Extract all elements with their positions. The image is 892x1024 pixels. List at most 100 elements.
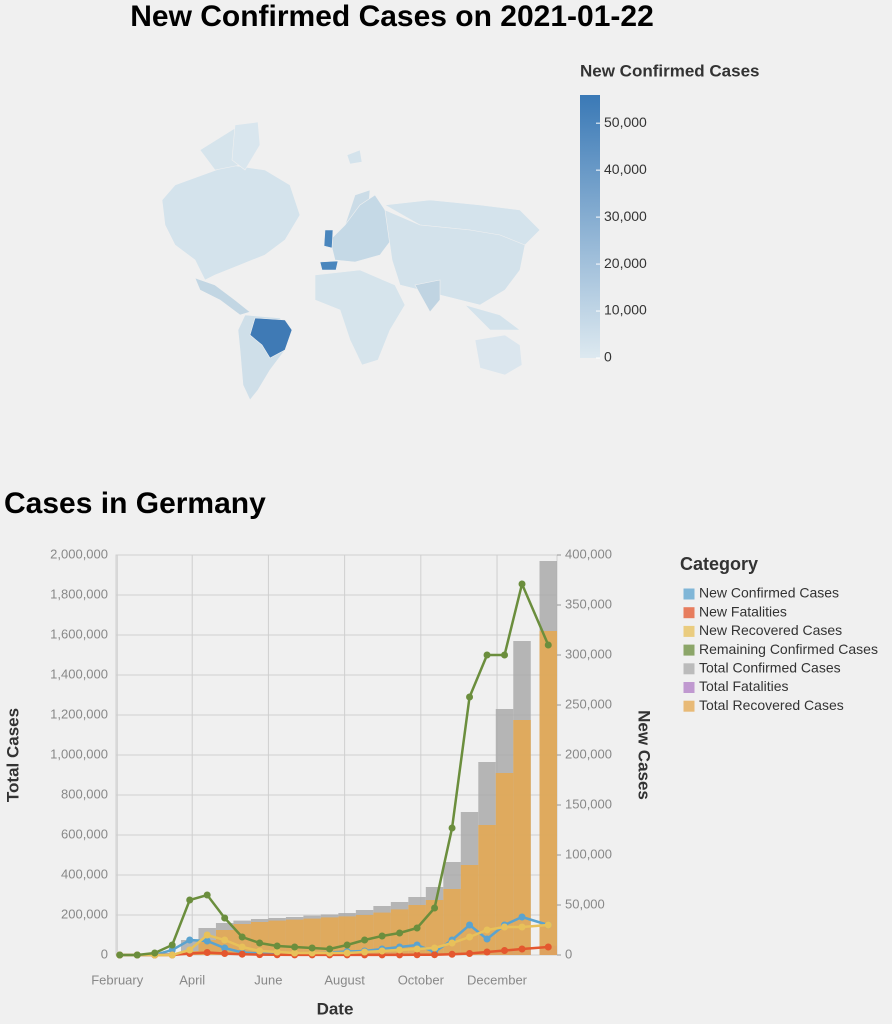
- x-tick-label: August: [324, 972, 365, 987]
- point: [343, 949, 351, 957]
- point: [413, 951, 421, 959]
- chart-title: Cases in Germany: [4, 487, 266, 520]
- y-tick-label: 1,000,000: [50, 746, 108, 761]
- point: [203, 949, 211, 956]
- point: [378, 932, 386, 940]
- point: [221, 944, 229, 952]
- point: [466, 921, 474, 929]
- y2-axis-label: New Cases: [635, 710, 654, 800]
- y2-tick-label: 400,000: [565, 546, 612, 561]
- point: [518, 923, 526, 931]
- y-tick-label: 1,400,000: [50, 666, 108, 681]
- point: [186, 936, 194, 944]
- bar: [250, 922, 269, 955]
- point: [361, 936, 369, 944]
- point: [431, 944, 439, 952]
- bar: [495, 773, 514, 955]
- point: [466, 693, 474, 701]
- color-tick-label: 10,000: [604, 302, 647, 318]
- point: [544, 921, 552, 929]
- legend-label: Remaining Confirmed Cases: [699, 641, 878, 657]
- point: [326, 945, 334, 953]
- legend-title: Category: [680, 554, 758, 574]
- legend-swatch: [683, 625, 695, 637]
- point: [168, 946, 176, 954]
- point: [221, 950, 229, 957]
- point: [483, 935, 491, 943]
- x-tick-label: April: [179, 972, 205, 987]
- legend-label: New Fatalities: [699, 603, 787, 619]
- y-tick-label: 2,000,000: [50, 546, 108, 561]
- color-tick-label: 50,000: [604, 114, 647, 130]
- map-title: New Confirmed Cases on 2021-01-22: [130, 0, 654, 33]
- point: [544, 641, 552, 649]
- point: [448, 950, 456, 958]
- point: [186, 946, 194, 954]
- point: [431, 904, 439, 912]
- y-tick-label: 1,600,000: [50, 626, 108, 641]
- y-tick-label: 800,000: [61, 786, 108, 801]
- y2-tick-label: 300,000: [565, 646, 612, 661]
- point: [343, 941, 351, 949]
- point: [518, 580, 526, 588]
- point: [238, 943, 246, 951]
- point: [448, 939, 456, 947]
- point: [256, 947, 264, 955]
- bar: [303, 918, 321, 955]
- x-tick-label: December: [467, 972, 528, 987]
- point: [361, 948, 369, 956]
- point: [221, 914, 229, 922]
- color-bar: [580, 95, 600, 358]
- point: [466, 933, 474, 941]
- world-map: [161, 121, 541, 401]
- legend-label: Total Confirmed Cases: [699, 660, 841, 676]
- point: [273, 942, 281, 950]
- legend-swatch: [683, 588, 695, 600]
- point: [396, 946, 404, 954]
- color-tick-label: 20,000: [604, 255, 647, 271]
- x-tick-label: June: [254, 972, 282, 987]
- y-tick-label: 200,000: [61, 906, 108, 921]
- legend-swatch: [683, 607, 695, 619]
- point: [308, 944, 316, 952]
- y-tick-label: 1,200,000: [50, 706, 108, 721]
- bar: [460, 865, 479, 955]
- legend-label: New Recovered Cases: [699, 622, 842, 638]
- point: [396, 951, 404, 959]
- legend-swatch: [683, 700, 695, 712]
- bar: [320, 917, 339, 955]
- y2-tick-label: 150,000: [565, 796, 612, 811]
- legend-swatch: [683, 682, 695, 693]
- point: [413, 924, 421, 932]
- x-axis-label: Date: [317, 999, 354, 1018]
- y2-tick-label: 350,000: [565, 596, 612, 611]
- point: [203, 937, 211, 945]
- point: [308, 949, 316, 957]
- legend-swatch: [683, 644, 695, 656]
- legend-label: New Confirmed Cases: [699, 585, 839, 601]
- point: [501, 923, 509, 931]
- color-tick-label: 40,000: [604, 161, 647, 177]
- y2-tick-label: 250,000: [565, 696, 612, 711]
- point: [116, 951, 124, 959]
- point: [133, 951, 141, 959]
- point: [221, 936, 229, 944]
- y2-tick-label: 200,000: [565, 746, 612, 761]
- point: [466, 950, 474, 957]
- legend-swatch: [683, 663, 695, 675]
- y-tick-label: 0: [101, 946, 108, 961]
- y-tick-label: 400,000: [61, 866, 108, 881]
- plot: [116, 561, 557, 959]
- point: [291, 943, 299, 951]
- point: [291, 949, 299, 957]
- point: [431, 951, 439, 959]
- point: [544, 943, 552, 951]
- point: [203, 891, 211, 899]
- bar: [355, 915, 374, 955]
- y-tick-label: 600,000: [61, 826, 108, 841]
- point: [518, 945, 526, 953]
- point: [168, 951, 176, 959]
- point: [448, 824, 456, 832]
- point: [186, 896, 194, 904]
